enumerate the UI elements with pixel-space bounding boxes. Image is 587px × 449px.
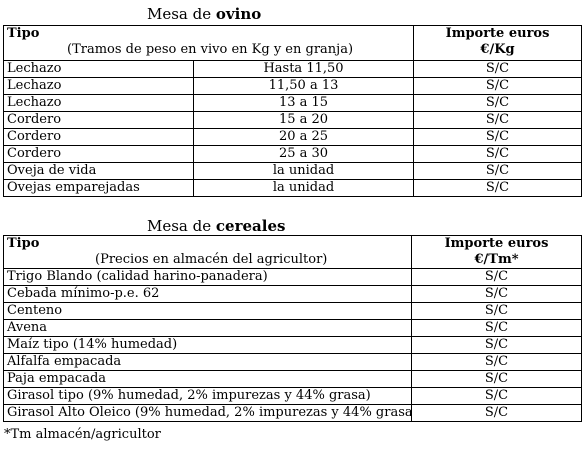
table-row: Cordero 15 a 20 S/C (3, 111, 583, 129)
cereales-cell-importe: S/C (411, 319, 582, 337)
ovino-title-bold: ovino (215, 5, 262, 23)
table-row: Cordero 25 a 30 S/C (3, 145, 583, 163)
ovino-cell-tramo: Hasta 11,50 (192, 60, 415, 78)
cereales-col-importe-header: Importe euros €/Tm* (411, 235, 582, 269)
ovino-cell-tramo: 15 a 20 (192, 111, 415, 129)
ovino-cell-tipo: Lechazo (3, 60, 194, 78)
cereales-cell-importe: S/C (411, 404, 582, 422)
ovino-cell-tipo: Ovejas emparejadas (3, 179, 194, 197)
ovino-col-importe-header: Importe euros €/Kg (413, 25, 583, 61)
cereales-header-row: Tipo (Precios en almacén del agricultor)… (3, 235, 582, 269)
table-row: Cebada mínimo-p.e. 62 S/C (3, 285, 582, 303)
cereales-title-bold: cereales (215, 217, 286, 235)
ovino-cell-tramo: 20 a 25 (192, 128, 415, 146)
ovino-table-title: Mesa de ovino (147, 5, 261, 23)
ovino-cell-importe: S/C (413, 77, 583, 95)
cereales-table: Tipo (Precios en almacén del agricultor)… (3, 235, 582, 422)
table-row: Ovejas emparejadas la unidad S/C (3, 179, 583, 197)
ovino-col-tipo-sub: (Tramos de peso en vivo en Kg y en granj… (67, 42, 354, 57)
cereales-cell-importe: S/C (411, 302, 582, 320)
ovino-cell-importe: S/C (413, 145, 583, 163)
ovino-cell-tramo: la unidad (192, 162, 415, 180)
cereales-cell-importe: S/C (411, 268, 582, 286)
table-row: Lechazo 11,50 a 13 S/C (3, 77, 583, 95)
ovino-cell-tramo: 11,50 a 13 (192, 77, 415, 95)
cereales-cell-tipo: Avena (3, 319, 412, 337)
ovino-cell-tipo: Oveja de vida (3, 162, 194, 180)
cereales-cell-tipo: Centeno (3, 302, 412, 320)
ovino-col-importe-line2: €/Kg (480, 42, 515, 57)
cereales-table-title: Mesa de cereales (147, 217, 285, 235)
ovino-title-prefix: Mesa de (147, 5, 216, 23)
cereales-cell-tipo: Paja empacada (3, 370, 412, 388)
cereales-cell-tipo: Cebada mínimo-p.e. 62 (3, 285, 412, 303)
cereales-col-tipo-sub: (Precios en almacén del agricultor) (95, 252, 328, 267)
ovino-cell-importe: S/C (413, 94, 583, 112)
cereales-cell-importe: S/C (411, 336, 582, 354)
ovino-col-tipo-label: Tipo (7, 26, 40, 42)
cereales-footnote: *Tm almacén/agricultor (4, 427, 161, 442)
ovino-cell-importe: S/C (413, 162, 583, 180)
ovino-col-tipo-header: Tipo (Tramos de peso en vivo en Kg y en … (2, 25, 415, 61)
table-row: Trigo Blando (calidad harino-panadera) S/… (3, 268, 582, 286)
table-row: Lechazo 13 a 15 S/C (3, 94, 583, 112)
cereales-col-importe-line2: €/Tm* (474, 252, 519, 267)
table-row: Paja empacada S/C (3, 370, 582, 388)
ovino-cell-importe: S/C (413, 128, 583, 146)
ovino-cell-tipo: Lechazo (3, 77, 194, 95)
ovino-header-row: Tipo (Tramos de peso en vivo en Kg y en … (2, 25, 583, 61)
cereales-cell-importe: S/C (411, 387, 582, 405)
table-row: Cordero 20 a 25 S/C (3, 128, 583, 146)
ovino-table: Tipo (Tramos de peso en vivo en Kg y en … (2, 25, 583, 197)
table-row: Alfalfa empacada S/C (3, 353, 582, 371)
ovino-col-importe-line1: Importe euros (445, 26, 550, 42)
ovino-cell-importe: S/C (413, 179, 583, 197)
ovino-cell-tipo: Cordero (3, 128, 194, 146)
cereales-cell-importe: S/C (411, 285, 582, 303)
cereales-cell-tipo: Girasol Alto Oleico (9% humedad, 2% impu… (3, 404, 412, 422)
cereales-cell-tipo: Alfalfa empacada (3, 353, 412, 371)
cereales-title-prefix: Mesa de (147, 217, 216, 235)
ovino-cell-tramo: 13 a 15 (192, 94, 415, 112)
ovino-cell-importe: S/C (413, 111, 583, 129)
table-row: Avena S/C (3, 319, 582, 337)
table-row: Centeno S/C (3, 302, 582, 320)
cereales-cell-importe: S/C (411, 370, 582, 388)
cereales-cell-tipo: Girasol tipo (9% humedad, 2% impurezas y… (3, 387, 412, 405)
cereales-col-tipo-header: Tipo (Precios en almacén del agricultor) (3, 235, 412, 269)
cereales-cell-tipo: Trigo Blando (calidad harino-panadera) (3, 268, 412, 286)
table-row: Oveja de vida la unidad S/C (3, 162, 583, 180)
table-row: Girasol tipo (9% humedad, 2% impurezas y… (3, 387, 582, 405)
ovino-cell-tipo: Cordero (3, 145, 194, 163)
ovino-cell-importe: S/C (413, 60, 583, 78)
cereales-col-tipo-label: Tipo (7, 236, 40, 252)
ovino-cell-tramo: 25 a 30 (192, 145, 415, 163)
cereales-cell-tipo: Maíz tipo (14% humedad) (3, 336, 412, 354)
cereales-col-importe-line1: Importe euros (444, 236, 549, 252)
table-row: Maíz tipo (14% humedad) S/C (3, 336, 582, 354)
table-row: Girasol Alto Oleico (9% humedad, 2% impu… (3, 404, 582, 422)
ovino-cell-tramo: la unidad (192, 179, 415, 197)
ovino-cell-tipo: Lechazo (3, 94, 194, 112)
cereales-cell-importe: S/C (411, 353, 582, 371)
table-row: Lechazo Hasta 11,50 S/C (3, 60, 583, 78)
ovino-cell-tipo: Cordero (3, 111, 194, 129)
